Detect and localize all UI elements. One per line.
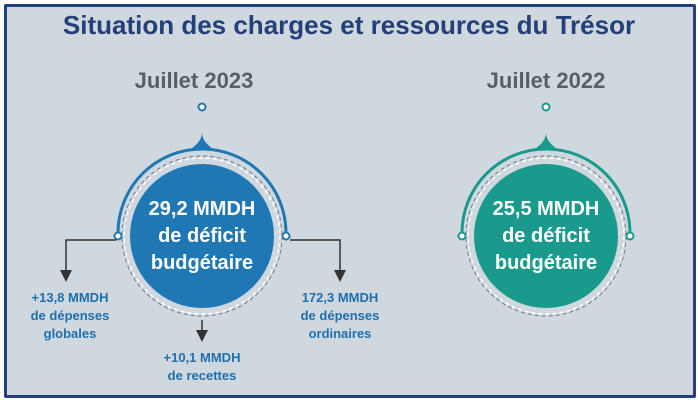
note-ordinary-expenses: 172,3 MMDH de dépenses ordinaires [270, 289, 410, 343]
circle-group-2022 [457, 102, 635, 317]
deficit-value-2023: 29,2 MMDH [148, 198, 256, 220]
dashed-ring-2023 [123, 157, 281, 315]
circle-group-2023 [60, 102, 346, 342]
main-disk-2022 [474, 164, 618, 308]
page-title: Situation des charges et ressources du T… [62, 10, 636, 40]
deficit-line2-2022: de déficit [502, 225, 590, 247]
connector-left [60, 239, 116, 282]
connector-right [290, 239, 346, 282]
left-node-2022 [457, 231, 467, 241]
period-label-2023: Juillet 2023 [134, 68, 254, 93]
top-pin-2022 [541, 102, 551, 112]
deficit-value-2022: 25,5 MMDH [492, 198, 600, 220]
note-revenues: +10,1 MMDH de recettes [132, 349, 272, 385]
note-left-line1: +13,8 MMDH [31, 290, 109, 305]
top-stem-2023 [190, 111, 214, 150]
period-label-2022: Juillet 2022 [486, 68, 606, 93]
dashed-ring-outer-2022 [465, 155, 627, 317]
top-stem-2022 [534, 111, 558, 150]
main-disk-2023 [130, 164, 274, 308]
note-global-expenses: +13,8 MMDH de dépenses globales [0, 289, 140, 343]
note-left-line3: globales [43, 326, 97, 341]
deficit-line3-2022: budgétaire [494, 252, 598, 274]
circle-text-2023: 29,2 MMDH de déficit budgétaire [122, 196, 282, 277]
note-right-line2: de dépenses [300, 308, 380, 323]
outer-arc-2022 [460, 147, 632, 234]
outer-arc-2023 [116, 147, 288, 234]
top-pin-2023 [197, 102, 207, 112]
deficit-line3-2023: budgétaire [150, 252, 254, 274]
dashed-ring-2022 [467, 157, 625, 315]
note-bottom-line1: +10,1 MMDH [163, 350, 241, 365]
deficit-line2-2023: de déficit [158, 225, 246, 247]
right-node-2023 [281, 231, 291, 241]
note-right-line1: 172,3 MMDH [301, 290, 379, 305]
note-right-line3: ordinaires [308, 326, 372, 341]
circle-text-2022: 25,5 MMDH de déficit budgétaire [466, 196, 626, 277]
right-node-2022 [625, 231, 635, 241]
note-left-line2: de dépenses [30, 308, 110, 323]
left-node-2023 [113, 231, 123, 241]
dashed-ring-outer-2023 [121, 155, 283, 317]
note-bottom-line2: de recettes [167, 368, 237, 383]
